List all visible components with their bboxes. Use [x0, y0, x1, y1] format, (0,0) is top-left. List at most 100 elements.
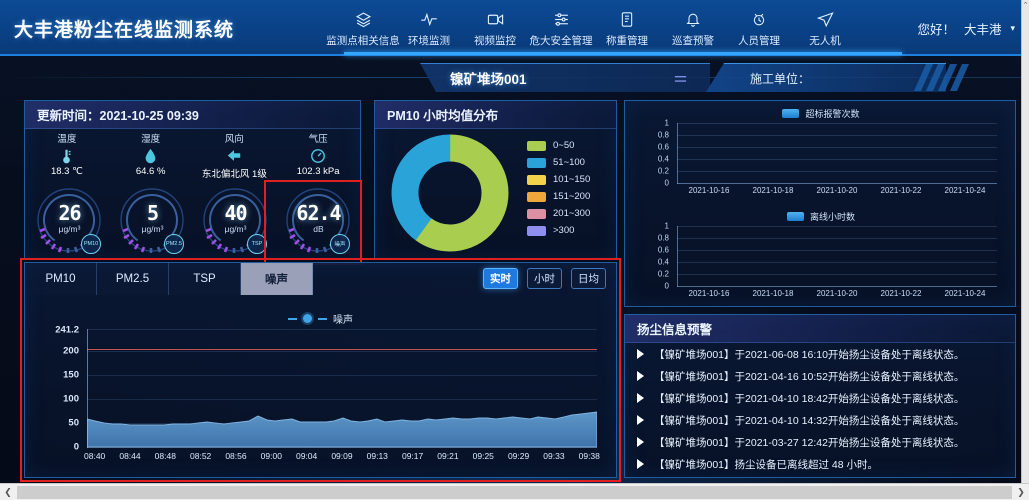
scroll-right-arrow[interactable]: ❯: [1017, 486, 1025, 497]
x-tick: 2021-10-22: [880, 289, 922, 298]
nav-item-personnel[interactable]: 人员管理: [726, 4, 792, 48]
x-axis-labels: 2021-10-16 2021-10-18 2021-10-20 2021-10…: [677, 289, 997, 298]
x-tick: 08:40: [84, 451, 106, 461]
alert-text: 【镍矿堆场001】于2021-04-10 14:32开始扬尘设备处于离线状态。: [654, 414, 965, 427]
update-time-label: 更新时间：2021-10-25 09:39: [37, 109, 199, 123]
noise-chart-legend[interactable]: 噪声: [25, 311, 616, 326]
time-range-buttons: 实时 小时 日均: [483, 268, 606, 289]
trend-chart-panel: PM10 PM2.5 TSP 噪声 实时 小时 日均: [24, 262, 617, 478]
scroll-up-arrow[interactable]: ⌃: [1022, 2, 1029, 9]
y-tick: 0.2: [657, 166, 669, 176]
tab-pm10[interactable]: PM10: [25, 263, 97, 295]
gauge-badge: 噪声: [330, 234, 350, 254]
nav-item-video[interactable]: 视频监控: [462, 4, 528, 48]
legend-swatch: [527, 191, 546, 202]
gauge-tsp: 40 μg/m³ TSP: [194, 185, 277, 259]
weather-metric-wind: 风向 东北偏北风 1级: [193, 131, 277, 183]
gauge-value: 5: [146, 201, 159, 225]
video-camera-icon: [487, 9, 504, 29]
weather-metric-temperature: 温度 18.3 ℃: [25, 131, 109, 183]
layers-icon: [355, 9, 372, 29]
site-selector[interactable]: 镍矿堆场001: [420, 63, 710, 92]
y-tick: 1: [664, 118, 669, 128]
x-tick: 09:13: [366, 451, 388, 461]
nav-item-weighing[interactable]: 称重管理: [594, 4, 660, 48]
paper-plane-icon: [816, 9, 834, 29]
metric-name: 温度: [57, 134, 77, 145]
horizontal-scrollbar[interactable]: ❮ ❯: [0, 483, 1029, 500]
nav-item-environment[interactable]: 环境监测: [396, 4, 462, 48]
pm10-panel-header: PM10 小时均值分布: [375, 101, 616, 129]
gauge-value: 62.4: [296, 201, 341, 225]
metric-name: 风向: [224, 134, 244, 145]
gauge-badge: TSP: [247, 234, 267, 254]
threshold-line: [87, 349, 597, 350]
list-item[interactable]: 【镍矿堆场001】于2021-06-08 16:10开始扬尘设备处于离线状态。: [625, 343, 1017, 365]
x-tick: 09:00: [260, 451, 282, 461]
x-tick: 2021-10-20: [816, 289, 858, 298]
y-tick: 50: [68, 417, 79, 429]
site-breadcrumb-bar: 镍矿堆场001 施工单位：: [0, 63, 1029, 93]
x-tick: 08:44: [119, 451, 141, 461]
user-menu[interactable]: 您好！ 大丰港 ▾: [917, 19, 1015, 38]
legend-item[interactable]: 0~50: [527, 137, 590, 154]
x-tick: 2021-10-24: [944, 289, 986, 298]
legend-dot-icon: [303, 314, 312, 323]
x-tick: 2021-10-18: [752, 186, 794, 195]
y-tick: 0.6: [657, 142, 669, 152]
range-button-daily[interactable]: 日均: [571, 268, 606, 289]
x-tick: 09:09: [331, 451, 353, 461]
legend-swatch: [527, 174, 546, 185]
y-tick: 0.4: [657, 257, 669, 267]
list-item[interactable]: 【镍矿堆场001】于2021-04-10 18:42开始扬尘设备处于离线状态。: [625, 387, 1017, 409]
gauge-unit: dB: [313, 224, 324, 234]
nav-item-safety[interactable]: 危大安全管理: [528, 4, 594, 48]
legend-swatch: [527, 140, 546, 151]
vertical-scrollbar[interactable]: ⌃: [1021, 0, 1029, 483]
legend-item[interactable]: 101~150: [527, 171, 590, 188]
nav-item-drone[interactable]: 无人机: [792, 4, 858, 48]
list-item[interactable]: 【镍矿堆场001】于2021-03-27 12:42开始扬尘设备处于离线状态。: [625, 431, 1017, 453]
thermometer-icon: [60, 147, 73, 164]
scrollbar-thumb[interactable]: [17, 485, 1012, 499]
y-tick: 0.2: [657, 269, 669, 279]
pm10-donut-chart: [387, 133, 513, 253]
y-tick: 200: [63, 345, 79, 357]
legend-label: 超标报警次数: [805, 109, 860, 119]
y-tick: 0.8: [657, 130, 669, 140]
play-triangle-icon: [637, 437, 644, 447]
legend-swatch: [527, 157, 546, 168]
scroll-left-arrow[interactable]: ❮: [4, 486, 12, 497]
user-name: 大丰港: [963, 23, 1002, 37]
alert-panel-header: 扬尘信息预警: [625, 315, 1015, 343]
plot-gridlines: [677, 123, 997, 183]
x-tick: 09:33: [543, 451, 565, 461]
tab-noise[interactable]: 噪声: [241, 263, 313, 295]
nav-item-inspection[interactable]: 巡查预警: [660, 4, 726, 48]
weather-panel-header: 更新时间：2021-10-25 09:39: [25, 101, 360, 129]
legend-item[interactable]: 151~200: [527, 188, 590, 205]
legend-item[interactable]: 51~100: [527, 154, 590, 171]
list-item[interactable]: 【镍矿堆场001】于2021-04-16 10:52开始扬尘设备处于离线状态。: [625, 365, 1017, 387]
nav-underline: [344, 52, 902, 55]
list-item[interactable]: 【镍矿堆场001】扬尘设备已离线超过 48 小时。: [625, 453, 1017, 475]
list-item[interactable]: 【镍矿堆场001】于2021-04-10 14:32开始扬尘设备处于离线状态。: [625, 409, 1017, 431]
nav-item-monitor-info[interactable]: 监测点相关信息: [326, 4, 400, 48]
range-label: 小时: [534, 273, 555, 285]
y-tick: 0.8: [657, 233, 669, 243]
x-axis-labels: 2021-10-16 2021-10-18 2021-10-20 2021-10…: [677, 186, 997, 195]
swap-icon[interactable]: [673, 72, 688, 90]
legend-line: [318, 317, 327, 320]
alarm-person-icon: [751, 9, 767, 29]
legend-item[interactable]: >300: [527, 222, 590, 239]
tab-tsp[interactable]: TSP: [169, 263, 241, 295]
legend-item[interactable]: 201~300: [527, 205, 590, 222]
legend-label: 噪声: [333, 315, 353, 326]
nav-label: 人员管理: [738, 35, 780, 47]
range-button-hourly[interactable]: 小时: [527, 268, 562, 289]
contractor-tag[interactable]: 施工单位：: [706, 63, 946, 92]
range-button-realtime[interactable]: 实时: [483, 268, 518, 289]
gauge-unit: μg/m³: [224, 224, 247, 234]
chevron-down-icon: ▾: [1010, 23, 1015, 33]
tab-pm25[interactable]: PM2.5: [97, 263, 169, 295]
